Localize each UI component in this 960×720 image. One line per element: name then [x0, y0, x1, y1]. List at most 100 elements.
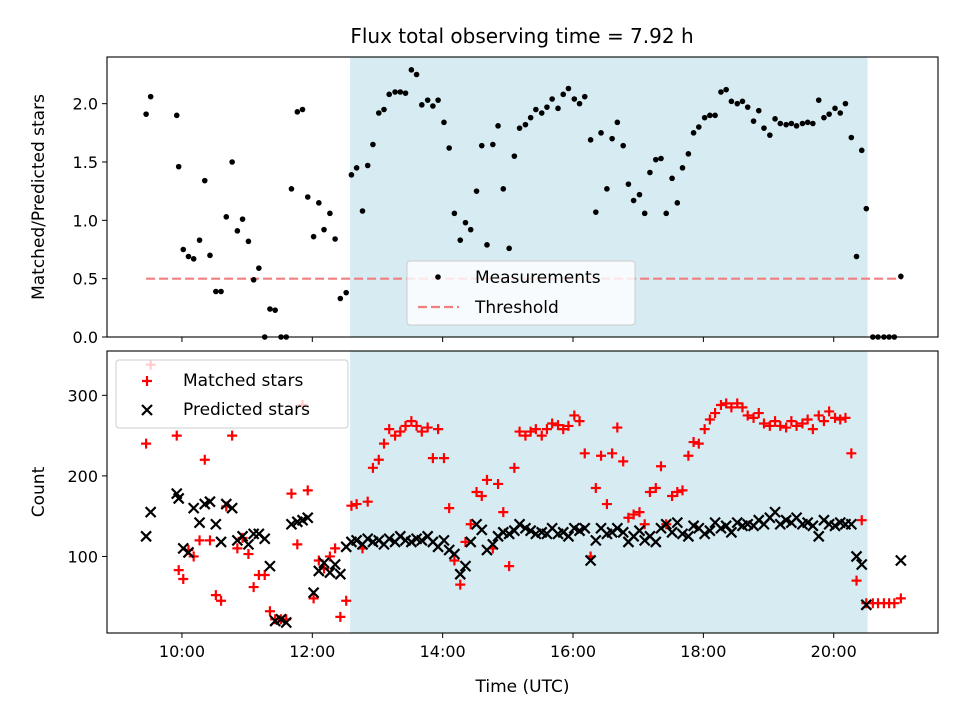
x-tick-label: 12:00 [289, 642, 335, 661]
axes-frame [106, 350, 939, 634]
matched-star-point [634, 507, 645, 518]
matched-star-point [807, 424, 818, 435]
measurement-point [424, 97, 431, 103]
matched-star-point [667, 491, 678, 502]
predicted-star-point [698, 528, 711, 540]
matched-star-point [362, 496, 373, 507]
matched-star-point [618, 456, 629, 467]
measurement-point [484, 242, 490, 248]
predicted-star-point [318, 557, 330, 569]
measurement-point [810, 120, 816, 127]
y-tick-label: 1.0 [73, 211, 98, 230]
predicted-star-point [807, 520, 819, 532]
matched-star-point [840, 412, 851, 423]
matched-star-point [607, 448, 618, 459]
measurement-point [647, 169, 653, 176]
measurement-point [500, 186, 507, 192]
matched-star-point [525, 426, 536, 437]
measurement-point [299, 106, 306, 113]
predicted-star-point [301, 512, 314, 524]
predicted-star-point [280, 616, 293, 629]
predicted-star-point [682, 530, 695, 543]
matched-star-point [330, 543, 341, 554]
matched-star-point [579, 448, 590, 459]
measurement-point [848, 134, 855, 141]
measurement-point [755, 107, 762, 114]
measurement-point [522, 121, 529, 128]
measurement-point [446, 145, 452, 151]
matched-star-point [797, 418, 808, 429]
measurement-point [353, 165, 360, 171]
measurement-point [430, 103, 436, 109]
matched-star-point [416, 426, 427, 437]
legend-measurement-marker [435, 274, 441, 280]
measurement-point [511, 153, 518, 159]
matched-star-point [178, 574, 189, 585]
measurement-point [435, 97, 441, 103]
matched-star-point [770, 416, 781, 427]
predicted-star-point [187, 502, 200, 514]
matched-star-point [693, 438, 704, 449]
measurement-point [413, 71, 420, 78]
measurement-point [190, 256, 197, 262]
matched-star-point [612, 422, 623, 433]
matched-star-point [813, 410, 824, 421]
predicted-star-point [503, 528, 515, 540]
matched-star-point [259, 569, 270, 580]
matched-star-point [384, 424, 395, 435]
measurement-point [571, 96, 578, 102]
matched-star-point [400, 420, 411, 431]
predicted-star-point [487, 538, 499, 551]
matched-star-point [465, 519, 476, 530]
matched-star-point [715, 399, 726, 410]
axes-frame [106, 56, 939, 338]
matched-star-point [569, 410, 580, 421]
measurement-point [898, 273, 904, 280]
predicted-star-point [464, 536, 477, 548]
measurement-point [701, 114, 708, 121]
x-tick-label: 10:00 [159, 642, 205, 661]
measurement-point [538, 110, 545, 116]
matched-star-point [732, 398, 743, 409]
measurement-point [625, 181, 632, 187]
matched-star-point [243, 549, 254, 560]
matched-star-point [846, 448, 857, 459]
matched-star-point [558, 424, 569, 435]
matched-star-point [498, 507, 509, 518]
predicted-star-point [562, 530, 575, 543]
measurement-point [604, 186, 610, 192]
matched-star-point [449, 555, 460, 566]
measurement-point [250, 277, 257, 283]
measurement-point [777, 120, 784, 127]
matched-star-point [677, 485, 688, 496]
predicted-star-point [226, 502, 238, 514]
predicted-star-point [324, 566, 336, 579]
matched-star-point [471, 487, 482, 497]
predicted-star-point [850, 550, 863, 563]
legend-label-threshold: Threshold [474, 298, 559, 318]
measurement-point [234, 228, 241, 234]
matched-star-point [248, 582, 259, 593]
measurement-point [196, 237, 203, 243]
measurement-point [696, 124, 702, 130]
measurement-point [527, 114, 534, 121]
matched-star-point [227, 430, 238, 441]
measurement-point [267, 306, 273, 312]
x-axis-label: Time (UTC) [475, 677, 570, 697]
matched-star-point [623, 512, 634, 523]
predicted-star-point [769, 506, 781, 518]
measurement-point [441, 119, 447, 126]
measurement-point [473, 188, 480, 194]
matched-star-point [688, 437, 699, 448]
predicted-star-point [405, 536, 418, 548]
predicted-star-point [193, 516, 206, 529]
matched-star-point [824, 406, 835, 417]
measurement-point [386, 91, 393, 98]
predicted-star-point [236, 530, 249, 543]
predicted-star-point [774, 518, 787, 531]
measurement-point [842, 100, 849, 107]
matched-star-point [596, 450, 607, 461]
predicted-star-point [334, 568, 347, 580]
matched-star-point [204, 535, 215, 546]
